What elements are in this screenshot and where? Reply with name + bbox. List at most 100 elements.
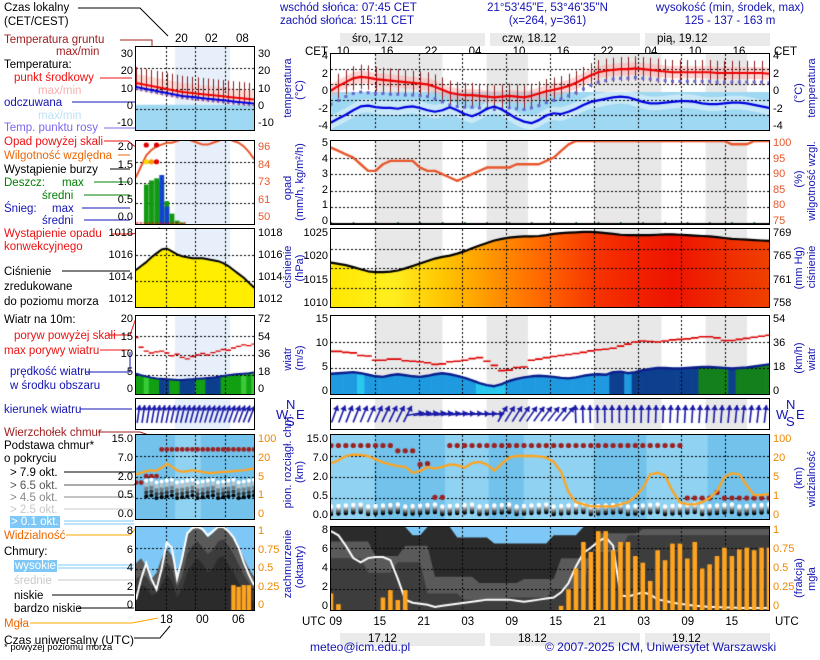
vtitle-visibility-right: widzialność <box>806 438 818 520</box>
mini-pressure-panel <box>135 228 255 308</box>
legend-wind-speed-2: w środku obszaru <box>10 380 101 392</box>
utc-tick-8: 09 <box>681 616 695 628</box>
day-label-1: śro, 17.12 <box>352 33 404 45</box>
mini-wind-ry-4: 0 <box>258 383 265 395</box>
mini-prec-ly-1: 1.5 <box>117 158 133 171</box>
mini-wind-ry-2: 36 <box>258 348 271 360</box>
legend-wind-header: Wiatr na 10m: <box>4 314 76 326</box>
pres-ly-3: 1010 <box>303 297 328 309</box>
legend-clouds-high: wysokie <box>14 560 57 572</box>
coords-text: 21°53'45"E, 53°46'35"N <box>487 2 608 14</box>
compass-s-left: S <box>286 414 295 429</box>
utc-tick-9: 15 <box>725 616 739 628</box>
elevation-label: wysokość (min, środek, max) <box>655 2 805 14</box>
legend-pressure-3: do poziomu morza <box>4 296 99 308</box>
mini-clcov-ly-4: 0 <box>126 599 133 611</box>
legend-footnote: * powyżej poziomu morza <box>4 642 113 653</box>
legend-snow: Śnieg: <box>4 203 37 215</box>
clcov-ly-1: 6 <box>321 543 328 555</box>
mini-clext-ry-1: 20 <box>258 451 271 464</box>
day-date-3: 19.12 <box>672 633 701 645</box>
clext-ly-2: 2.0 <box>312 471 328 483</box>
mini-clext-ly-0: 15.0 <box>111 433 133 445</box>
clext-ly-3: 0.5 <box>312 490 328 502</box>
vtitle-cloudext-left-unit: (km) <box>294 450 306 494</box>
mini-clcov-ry-3: 0.25 <box>258 580 280 593</box>
utc-tick-4: 09 <box>505 616 519 628</box>
clext-ry-1: 20 <box>773 452 786 464</box>
prec-ry-3: 85 <box>773 183 786 196</box>
mini-pres-ry-2: 1014 <box>258 271 283 283</box>
mini-pres-ly-3: 1012 <box>108 293 133 305</box>
mini-prec-ry-2: 73 <box>258 176 271 188</box>
vtitle-pres-text: ciśnienie <box>282 245 294 289</box>
vtitle-precip-unit: (mm/h, kg/m²/h) <box>294 143 306 221</box>
legend-utc-label: Czas uniwersalny (UTC) <box>4 633 135 647</box>
clext-ly-1: 7.0 <box>312 452 328 464</box>
clext-ry-3: 1 <box>773 490 780 502</box>
mini-clcov-ly-2: 4 <box>126 562 133 574</box>
vtitle-humidity-right-unit: (%) <box>793 158 805 200</box>
temp-ly-3: -2 <box>318 102 328 115</box>
cet-label-right: CET <box>774 46 797 58</box>
vtitle-temp-r-unit: (°C) <box>793 83 805 103</box>
legend-humidity: Wilgotność względna <box>4 150 113 162</box>
prec-ly-2: 3 <box>321 168 328 181</box>
legend-rain-max: max <box>62 177 84 189</box>
wind-ly-3: 0 <box>321 385 328 397</box>
legend-storm: Wystąpienie burzy <box>4 164 98 176</box>
mini-pres-ly-1: 1016 <box>108 249 133 261</box>
legend-okt-01: > 0.1 okt. <box>10 516 60 528</box>
mini-clext-ly-1: 7.0 <box>117 451 133 464</box>
vtitle-wind-text: wiatr <box>282 347 294 371</box>
daystrip-bot-2 <box>490 633 640 646</box>
prec-ry-2: 90 <box>773 168 786 181</box>
sunrise-text: wschód słońca: 07:45 CET <box>280 2 417 14</box>
vtitle-humidity-right: wilgotność wzgl. <box>806 134 818 228</box>
temperature-panel <box>330 53 770 131</box>
mini-wind-ry-1: 54 <box>258 330 271 343</box>
header: wschód słońca: 07:45 CET zachód słońca: … <box>280 2 820 32</box>
prec-ry-1: 95 <box>773 152 786 165</box>
vtitle-wind-r-unit: (km/h) <box>793 342 805 374</box>
legend-precip-over: Opad powyżej skali <box>4 136 104 148</box>
pres-ry-1: 765 <box>773 250 792 263</box>
mini-pres-ry-1: 1016 <box>258 249 283 261</box>
temp-ly-0: 4 <box>321 50 328 62</box>
vtitle-wind-left: wiatr <box>282 338 294 380</box>
mini-clcov-ry-0: 1 <box>258 525 265 537</box>
mini-prec-ry-1: 84 <box>258 158 271 171</box>
prec-ly-0: 5 <box>321 137 328 149</box>
legend-clouds-vlow: bardzo niskie <box>14 603 82 615</box>
legend-dewpoint: Temp. punktu rosy <box>4 122 98 134</box>
temp-ly-1: 2 <box>321 67 328 80</box>
mini-pres-ly-0: 1018 <box>108 227 133 239</box>
contact-email[interactable]: meteo@icm.edu.pl <box>310 640 411 654</box>
vtitle-hum-unit: (%) <box>793 170 805 188</box>
precipitation-panel <box>330 140 770 225</box>
mini-tick-18: 18 <box>160 614 173 626</box>
utc-tick-0: 09 <box>329 616 343 628</box>
compass-s-right: S <box>786 414 795 429</box>
pres-ly-2: 1015 <box>303 273 328 286</box>
vtitle-pressure-right: ciśnienie <box>806 232 818 302</box>
wind-ly-1: 10 <box>315 337 328 349</box>
legend-ground-temp-maxmin: max/min <box>56 46 100 58</box>
vtitle-temperature-right-unit: (°C) <box>793 62 805 124</box>
mini-pres-ly-2: 1014 <box>108 271 133 283</box>
vtitle-precip-left-unit: (mm/h, kg/m²/h) <box>294 132 306 232</box>
mini-clcov-ry-1: 0.75 <box>258 543 280 556</box>
prec-ly-1: 4 <box>321 152 328 165</box>
vtitle-temperature-left: temperatura <box>282 43 294 133</box>
vtitle-temperature-right: temperatura <box>806 43 818 133</box>
prec-ry-4: 80 <box>773 199 786 212</box>
temp-ly-2: 0 <box>321 85 328 97</box>
clcov-ry-4: 0 <box>773 600 780 612</box>
daystrip-2 <box>490 33 640 46</box>
legend-okt-79: > 7.9 okt. <box>10 467 58 479</box>
mini-temp-ry-3: 0 <box>258 99 265 112</box>
compass-n-right: N <box>786 397 796 412</box>
vtitle-fog-text: mgła <box>806 567 818 591</box>
legend-visibility: Widzialność <box>4 530 66 542</box>
vtitle-pres-unit: (hPa) <box>294 254 306 282</box>
